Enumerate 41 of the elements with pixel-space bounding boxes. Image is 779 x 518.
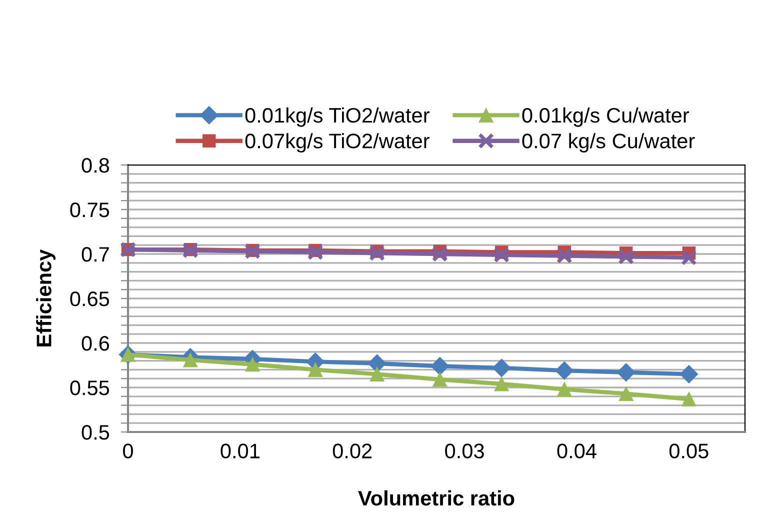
legend-label: 0.07kg/s TiO2/water — [245, 133, 430, 152]
y-tick-label: 0.6 — [82, 336, 110, 351]
y-tick-label: 0.75 — [70, 202, 110, 218]
y-tick-label: 0.8 — [82, 158, 110, 173]
point — [680, 364, 698, 384]
x-axis-title: Volumetric ratio — [358, 490, 514, 506]
x-tick-label: 0.04 — [557, 444, 596, 458]
point — [557, 382, 572, 397]
legend-label: 0.01kg/s TiO2/water — [245, 107, 430, 127]
point — [555, 361, 574, 380]
point — [682, 392, 696, 406]
point — [432, 372, 448, 387]
point — [556, 248, 572, 264]
point — [618, 248, 634, 265]
x-tick-label: 0.05 — [669, 444, 708, 458]
y-tick-label: 0.5 — [82, 425, 110, 440]
legend-label: 0.07 kg/s Cu/water — [522, 133, 695, 152]
point — [616, 363, 636, 382]
point — [245, 357, 260, 372]
point — [370, 366, 384, 382]
y-tick-label: 0.7 — [82, 247, 109, 262]
point — [369, 245, 386, 262]
point — [492, 358, 511, 378]
legend-label: 0.01kg/s Cu/water — [522, 107, 690, 127]
point — [307, 244, 324, 260]
point — [308, 362, 323, 377]
point — [680, 250, 697, 266]
point — [368, 354, 386, 373]
point — [432, 246, 448, 262]
point — [494, 376, 509, 392]
point — [430, 356, 450, 376]
y-tick-label: 0.65 — [70, 292, 110, 306]
x-tick-label: 0 — [123, 444, 133, 458]
x-tick-label: 0.03 — [445, 444, 484, 458]
point — [618, 386, 634, 402]
x-tick-label: 0.01 — [220, 444, 260, 458]
y-tick-label: 0.55 — [70, 380, 110, 396]
point — [494, 246, 510, 263]
x-tick-label: 0.02 — [332, 444, 372, 458]
point — [183, 352, 198, 368]
y-axis-title: Efficiency — [36, 249, 56, 346]
